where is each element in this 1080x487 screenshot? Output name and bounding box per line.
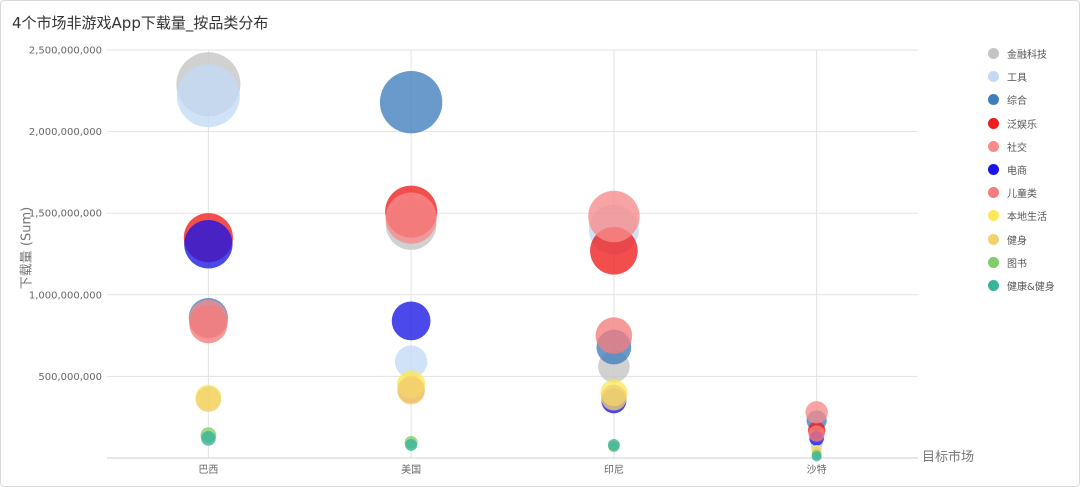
y-axis-title: 下载量 (Sum) [19,206,35,290]
legend-item[interactable]: 综合 [988,88,1055,111]
legend-label: 健身 [1007,235,1027,247]
y-tick-label: 1,000,000,000 [29,290,102,301]
legend-item[interactable]: 本地生活 [988,204,1055,227]
legend-label: 综合 [1007,96,1027,108]
legend-item[interactable]: 电商 [988,158,1055,181]
bubble-point[interactable]: 工具 · 美国: 590,000,000 [394,345,428,378]
bubble-point[interactable]: 儿童类 · 沙特: 150,000,000 [808,425,825,442]
y-tick-label: 2,000,000,000 [29,127,102,138]
legend-swatch [988,187,999,199]
legend-item[interactable]: 健身 [988,228,1055,251]
legend-swatch [988,256,999,268]
x-tick-label: 沙特 [807,464,827,476]
y-tick-label: 500,000,000 [38,372,102,383]
bubble-point[interactable]: 健康&健身 · 美国: 80,000,000 [405,438,418,451]
legend-item[interactable]: 健康&健身 [988,274,1055,297]
legend-swatch [988,233,999,245]
legend-item[interactable]: 图书 [988,251,1055,274]
chart-legend: 金融科技工具综合泛娱乐社交电商儿童类本地生活健身图书健康&健身 [988,42,1055,297]
bubble-point[interactable]: 健康&健身 · 巴西: 120,000,000 [201,431,216,446]
legend-label: 泛娱乐 [1007,119,1037,131]
bubble-point[interactable]: 电商 · 巴西: 1,310,000,000 [184,220,233,269]
legend-swatch [988,140,999,152]
bubble-point[interactable]: 健身 · 美国: 410,000,000 [397,377,425,405]
legend-item[interactable]: 儿童类 [988,181,1055,204]
legend-label: 图书 [1007,258,1027,270]
bubble-point[interactable]: 社交 · 印尼: 1,480,000,000 [588,190,640,243]
bubble-point[interactable]: 健身 · 巴西: 360,000,000 [195,386,222,412]
bubble-point[interactable]: 儿童类 · 印尼: 750,000,000 [595,317,633,354]
legend-label: 儿童类 [1007,189,1037,201]
y-tick-label: 1,500,000,000 [29,209,102,220]
legend-swatch [988,164,999,176]
x-tick-label: 巴西 [198,464,218,476]
legend-swatch [988,71,999,83]
bubble-point[interactable]: 电商 · 美国: 840,000,000 [391,301,431,341]
legend-swatch [988,210,999,222]
x-tick-label: 美国 [401,463,421,476]
bubble-point[interactable]: 儿童类 · 巴西: 820,000,000 [189,305,228,344]
legend-swatch [988,117,999,129]
bubble-point[interactable]: 健康&健身 · 沙特: 10,000,000 [811,451,822,462]
bubble-point[interactable]: 工具 · 巴西: 2,220,000,000 [176,64,240,128]
legend-swatch [988,48,999,60]
legend-item[interactable]: 工具 [988,65,1055,88]
legend-swatch [988,279,999,291]
legend-swatch [988,94,999,106]
bubble-point[interactable]: 社交 · 美国: 1,470,000,000 [385,192,437,244]
legend-label: 社交 [1007,142,1027,154]
y-tick-label: 2,500,000,000 [29,46,102,57]
legend-item[interactable]: 泛娱乐 [988,112,1055,135]
legend-label: 工具 [1007,73,1027,85]
x-axis-title: 目标市场 [922,450,975,465]
bubble-point[interactable]: 综合 · 美国: 2,180,000,000 [379,71,443,134]
bubble-point[interactable]: 健身 · 印尼: 370,000,000 [600,384,627,411]
legend-label: 电商 [1007,166,1027,178]
legend-label: 健康&健身 [1007,281,1055,293]
legend-label: 本地生活 [1007,212,1047,224]
bubble-point[interactable]: 健康&健身 · 印尼: 80,000,000 [607,438,620,451]
legend-item[interactable]: 社交 [988,135,1055,158]
bubble-point[interactable]: 社交 · 沙特: 280,000,000 [805,401,828,424]
chart-title: 4个市场非游戏App下载量_按品类分布 [12,14,269,32]
legend-item[interactable]: 金融科技 [988,42,1055,65]
legend-label: 金融科技 [1007,50,1047,62]
x-tick-label: 印尼 [604,464,624,476]
